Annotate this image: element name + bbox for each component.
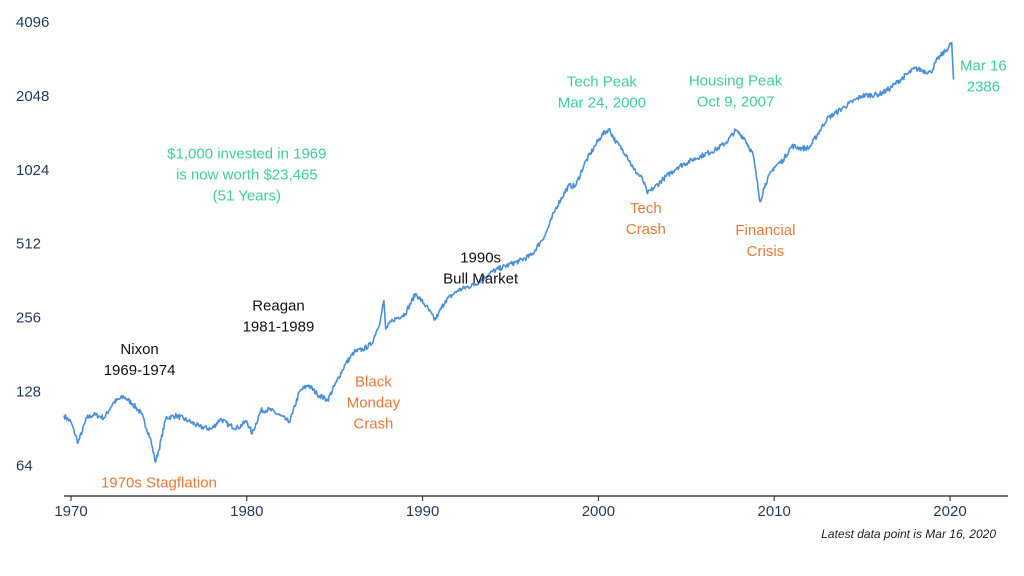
y-tick-label: 1024 [16, 162, 49, 179]
footnote: Latest data point is Mar 16, 2020 [821, 527, 996, 541]
annotation-line: (51 Years) [213, 188, 281, 205]
annotation-line: 2386 [967, 78, 1000, 95]
annotation-line: Mar 16 [960, 57, 1007, 74]
x-tick-label: 1980 [230, 503, 263, 520]
annotation-era: Nixon 1969-1974 [104, 341, 176, 379]
annotation-peak: Mar 16 2386 [960, 57, 1007, 95]
x-tick-label: 2020 [933, 503, 966, 520]
annotation-line: Crash [353, 416, 393, 433]
y-tick-label: 4096 [16, 14, 49, 31]
annotation-crash: Financial Crisis [735, 222, 795, 260]
y-tick-label: 64 [16, 457, 33, 474]
annotation-line: Bull Market [443, 270, 519, 287]
series-line [63, 42, 955, 463]
y-tick-label: 256 [16, 310, 41, 327]
annotation-line: Oct 9, 2007 [697, 93, 775, 110]
annotation-line: Nixon [120, 341, 158, 358]
annotation-crash: Black Monday Crash [347, 374, 401, 433]
annotation-line: 1970s Stagflation [101, 474, 217, 491]
annotation-line: Black [355, 374, 392, 391]
x-axis: 1970 1980 1990 2000 2010 2020 [54, 496, 967, 520]
annotation-era: Reagan 1981-1989 [243, 298, 315, 336]
annotation-line: is now worth $23,465 [176, 167, 318, 184]
annotation-line: 1969-1974 [104, 362, 176, 379]
annotation-line: Crash [626, 221, 666, 238]
annotation-peak: Housing Peak Oct 9, 2007 [689, 72, 783, 110]
x-tick-label: 1970 [54, 503, 87, 520]
y-tick-label: 2048 [16, 88, 49, 105]
annotation-line: Mar 24, 2000 [558, 94, 646, 111]
annotation-era: 1990s Bull Market [443, 249, 519, 287]
annotation-crash: Tech Crash [626, 200, 666, 238]
annotation-line: 1990s [460, 249, 501, 266]
annotation-line: Housing Peak [689, 72, 783, 89]
annotation-peak: Tech Peak Mar 24, 2000 [558, 73, 646, 111]
y-tick-label: 512 [16, 236, 41, 253]
annotation-crash: 1970s Stagflation [101, 474, 217, 491]
annotation-line: Tech Peak [567, 73, 638, 90]
annotation-peak: $1,000 invested in 1969 is now worth $23,… [167, 146, 326, 205]
x-tick-label: 1990 [406, 503, 439, 520]
x-tick-label: 2000 [582, 503, 615, 520]
annotation-line: Reagan [252, 298, 305, 315]
x-tick-label: 2010 [758, 503, 791, 520]
annotation-line: $1,000 invested in 1969 [167, 146, 326, 163]
annotation-line: Monday [347, 395, 401, 412]
y-tick-label: 128 [16, 383, 41, 400]
y-axis: 64 128 256 512 1024 2048 4096 [16, 14, 49, 474]
annotation-line: Financial [735, 222, 795, 239]
annotation-line: 1981-1989 [243, 319, 315, 336]
annotation-line: Tech [630, 200, 662, 217]
annotation-line: Crisis [747, 243, 785, 260]
annotations: $1,000 invested in 1969 is now worth $23,… [101, 57, 1007, 491]
